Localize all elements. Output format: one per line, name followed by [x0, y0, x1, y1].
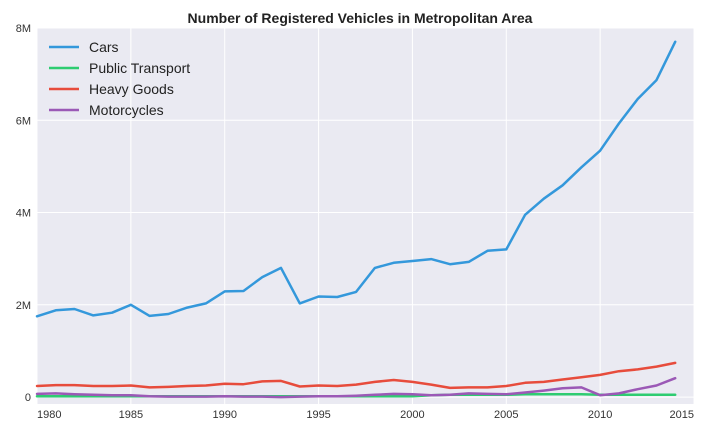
legend-label: Public Transport [89, 60, 190, 76]
y-tick-label: 2M [16, 300, 31, 312]
y-tick-label: 4M [16, 208, 31, 220]
x-tick-label: 1995 [306, 409, 330, 421]
y-tick-label: 8M [16, 23, 31, 35]
x-tick-label: 2015 [670, 409, 694, 421]
legend: Cars Public Transport Heavy Goods Motorcycl… [49, 39, 190, 118]
series-line-heavy-goods [35, 361, 677, 390]
chart-title: Number of Registered Vehicles in Metropo… [187, 10, 533, 26]
series-line-cars [35, 40, 677, 318]
y-tick-label: 6M [16, 115, 31, 127]
x-tick-label: 2010 [588, 409, 612, 421]
legend-label: Heavy Goods [89, 81, 174, 97]
series-line-motorcycles [35, 376, 677, 399]
x-tick-label: 2005 [494, 409, 518, 421]
legend-label: Motorcycles [89, 102, 164, 118]
series-lines [35, 40, 677, 399]
x-tick-label: 1980 [37, 409, 61, 421]
x-tick-label: 2000 [400, 409, 424, 421]
x-tick-label: 1990 [212, 409, 236, 421]
y-tick-label: 0 [25, 392, 31, 404]
plot-background [37, 28, 694, 404]
legend-label: Cars [89, 39, 119, 55]
x-tick-label: 1985 [119, 409, 143, 421]
axis-tick-labels: 1980 1985 1990 1995 2000 2005 2010 2015 0 2M 4M 6M 8… [16, 23, 694, 421]
